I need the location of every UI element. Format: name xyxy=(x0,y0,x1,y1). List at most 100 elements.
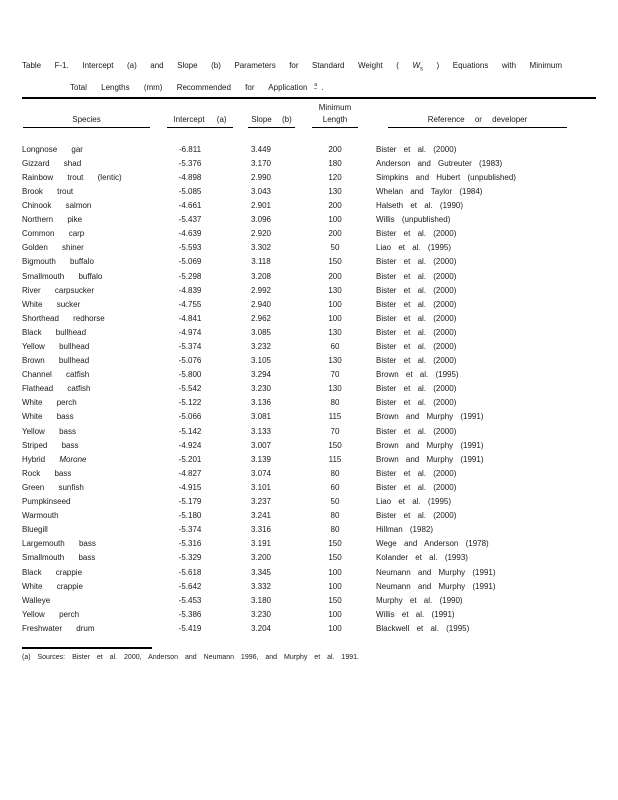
reference-cell: Kolander et al. (1993) xyxy=(376,553,468,563)
species-cell: Bluegill xyxy=(22,525,48,535)
intercept-cell: -4.898 xyxy=(178,172,202,182)
slope-cell: 3.081 xyxy=(250,412,272,422)
reference-cell: Bister et al. (2000) xyxy=(376,482,457,492)
intercept-cell: -4.839 xyxy=(178,285,202,295)
reference-cell: Bister et al. (2000) xyxy=(376,426,457,436)
intercept-cell: -4.841 xyxy=(178,313,202,323)
slope-cell: 3.316 xyxy=(250,525,272,535)
reference-cell: Bister et al. (2000) xyxy=(376,342,457,351)
species-cell: Longnose gar xyxy=(22,144,83,154)
reference-cell: Hillman (1982) xyxy=(376,525,434,535)
min-length-cell: 150 xyxy=(328,553,342,563)
slope-cell: 3.302 xyxy=(250,243,272,253)
slope-cell: 3.180 xyxy=(250,595,272,605)
table-row: White sucker -4.755 2.940 100 Bister et al. … xyxy=(22,296,596,310)
min-length-cell: 100 xyxy=(328,609,342,619)
species-cell: White bass xyxy=(22,412,74,422)
table-row: Hybrid Morone -5.201 3.139 115 Brown and Mur… xyxy=(22,451,596,465)
intercept-cell: -5.066 xyxy=(178,412,202,422)
reference-cell: Neumann and Murphy (1991) xyxy=(376,567,496,577)
intercept-cell: -5.642 xyxy=(178,581,202,591)
species-cell: Yellow bullhead xyxy=(22,342,90,351)
slope-cell: 2.962 xyxy=(250,313,272,323)
intercept-cell: -5.593 xyxy=(178,243,202,253)
table-row: Northern pike -5.437 3.096 100 Willis (unpub… xyxy=(22,211,596,225)
min-length-cell: 100 xyxy=(328,567,342,577)
title-line2-text: Total Lengths (mm) Recommended for Appli… xyxy=(70,82,308,92)
intercept-cell: -5.437 xyxy=(178,215,202,225)
intercept-cell: -6.811 xyxy=(178,144,202,154)
intercept-cell: -5.453 xyxy=(178,595,202,605)
reference-cell: Bister et al. (2000) xyxy=(376,285,457,295)
slope-cell: 3.101 xyxy=(250,482,272,492)
species-cell: Chinook salmon xyxy=(22,201,92,211)
slope-cell: 3.139 xyxy=(250,454,272,464)
table-row: Rock bass -4.827 3.074 80 Bister et al. (200… xyxy=(22,465,596,479)
reference-cell: Willis et al. (1991) xyxy=(376,609,455,619)
species-cell: Common carp xyxy=(22,229,85,239)
slope-cell: 2.940 xyxy=(250,299,272,309)
intercept-cell: -5.542 xyxy=(178,384,202,394)
species-cell: Green sunfish xyxy=(22,482,84,492)
reference-cell: Wege and Anderson (1978) xyxy=(376,539,489,549)
species-cell: Smallmouth buffalo xyxy=(22,271,103,281)
table-row: River carpsucker -4.839 2.992 130 Bister et … xyxy=(22,282,596,296)
slope-cell: 3.043 xyxy=(250,186,272,196)
intercept-cell: -4.827 xyxy=(178,468,202,478)
species-cell: Flathead catfish xyxy=(22,384,91,394)
intercept-cell: -5.298 xyxy=(178,271,202,281)
min-length-cell: 120 xyxy=(328,172,342,182)
header-row-minimum: Minimum xyxy=(22,102,596,113)
slope-cell: 3.170 xyxy=(250,158,272,168)
reference-cell: Bister et al. (2000) xyxy=(376,313,457,323)
table-row: Rainbow trout (lentic) -4.898 2.990 120 Simp… xyxy=(22,169,596,183)
species-cell: Rock bass xyxy=(22,468,72,478)
slope-cell: 3.133 xyxy=(250,426,272,436)
min-length-cell: 100 xyxy=(328,313,342,323)
min-length-cell: 80 xyxy=(330,511,340,521)
reference-cell: Willis (unpublished) xyxy=(376,215,451,225)
slope-cell: 3.200 xyxy=(250,553,272,563)
species-cell: Largemouth bass xyxy=(22,539,96,549)
slope-cell: 3.230 xyxy=(250,609,272,619)
reference-cell: Bister et al. (2000) xyxy=(376,356,457,366)
species-cell: Rainbow trout (lentic) xyxy=(22,172,122,182)
slope-cell: 3.232 xyxy=(250,342,272,351)
min-length-cell: 150 xyxy=(328,440,342,450)
reference-cell: Bister et al. (2000) xyxy=(376,384,457,394)
species-cell: Yellow perch xyxy=(22,609,80,619)
table-row: Chinook salmon -4.661 2.901 200 Halseth et a… xyxy=(22,197,596,211)
document-page: Table F-1. Intercept (a) and Slope (b) P… xyxy=(22,61,596,661)
title-period: . xyxy=(321,82,324,92)
min-length-cell: 115 xyxy=(328,454,342,464)
reference-cell: Liao et al. (1995) xyxy=(376,243,452,253)
reference-cell: Blackwell et al. (1995) xyxy=(376,623,470,633)
table-row: Common carp -4.639 2.920 200 Bister et al. (… xyxy=(22,225,596,239)
table-row: Black bullhead -4.974 3.085 130 Bister et al… xyxy=(22,324,596,338)
intercept-cell: -5.618 xyxy=(178,567,202,577)
min-length-cell: 130 xyxy=(328,186,342,196)
intercept-cell: -5.374 xyxy=(178,525,202,535)
min-length-cell: 70 xyxy=(330,370,340,380)
table-row: Brown bullhead -5.076 3.105 130 Bister et al… xyxy=(22,352,596,366)
min-length-cell: 100 xyxy=(328,623,342,633)
intercept-cell: -4.639 xyxy=(178,229,202,239)
column-header-reference: Reference or developer xyxy=(388,114,567,128)
table-row: Freshwater drum -5.419 3.204 100 Blackwell e… xyxy=(22,620,596,634)
reference-cell: Halseth et al. (1990) xyxy=(376,201,464,211)
species-cell: Warmouth xyxy=(22,511,59,521)
species-cell: White sucker xyxy=(22,299,81,309)
slope-cell: 3.237 xyxy=(250,497,272,507)
slope-cell: 3.191 xyxy=(250,539,272,549)
intercept-cell: -4.924 xyxy=(178,440,202,450)
footnote-divider-rule xyxy=(22,646,152,649)
slope-cell: 3.096 xyxy=(250,215,272,225)
species-cell: Smallmouth bass xyxy=(22,553,96,563)
min-length-cell: 200 xyxy=(328,144,342,154)
table-row: Yellow bass -5.142 3.133 70 Bister et al. (2… xyxy=(22,422,596,436)
slope-cell: 2.990 xyxy=(250,172,272,182)
intercept-cell: -5.179 xyxy=(178,497,202,507)
min-length-cell: 60 xyxy=(330,342,340,351)
intercept-cell: -5.386 xyxy=(178,609,202,619)
slope-cell: 3.241 xyxy=(250,511,272,521)
